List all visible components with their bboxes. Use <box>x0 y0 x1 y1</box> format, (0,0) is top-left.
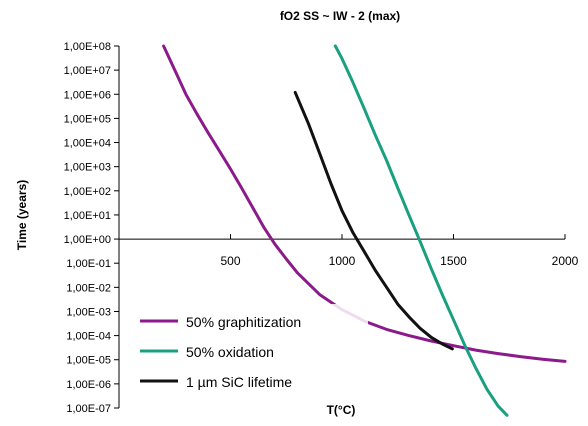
y-tick-label: 1,00E-05 <box>66 355 111 367</box>
x-tick-label: 2000 <box>552 254 579 268</box>
y-tick-label: 1,00E-06 <box>66 379 111 391</box>
y-tick-label: 1,00E+03 <box>64 162 111 174</box>
y-tick-label: 1,00E+07 <box>64 65 111 77</box>
y-tick-label: 1,00E+01 <box>64 210 111 222</box>
x-tick-label: 500 <box>220 254 240 268</box>
x-tick-label: 1500 <box>440 254 467 268</box>
chart-title: fO2 SS ~ IW - 2 (max) <box>280 9 400 23</box>
y-axis-label: Time (years) <box>15 180 29 250</box>
axes: 1,00E+08 1,00E+07 1,00E+06 1,00E+05 1,00E+04… <box>64 41 579 415</box>
legend: 50% graphitization 50% oxidation 1 µm Si… <box>128 304 368 400</box>
y-tick-label: 1,00E-02 <box>66 282 111 294</box>
series-line-oxidation <box>333 44 509 417</box>
y-tick-label: 1,00E+06 <box>64 89 111 101</box>
series-line-graphitization <box>162 44 567 363</box>
series-layer <box>162 44 567 417</box>
y-tick-label: 1,00E-01 <box>66 258 111 270</box>
legend-label-oxidation: 50% oxidation <box>186 344 274 360</box>
series-line-sic-lifetime <box>293 90 454 351</box>
y-tick-label: 1,00E-04 <box>66 331 111 343</box>
y-tick-label: 1,00E-03 <box>66 306 111 318</box>
y-tick-label: 1,00E+02 <box>64 186 111 198</box>
y-tick-label: 1,00E+05 <box>64 113 111 125</box>
y-tick-label: 1,00E+08 <box>64 41 111 53</box>
x-tick-label: 1000 <box>329 254 356 268</box>
y-tick-label: 1,00E+04 <box>64 138 111 150</box>
legend-label-graphitization: 50% graphitization <box>186 314 301 330</box>
y-tick-label: 1,00E-07 <box>66 403 111 415</box>
y-tick-label: 1,00E+00 <box>64 234 111 246</box>
legend-label-sic-lifetime: 1 µm SiC lifetime <box>186 374 292 390</box>
x-axis-label: T(°C) <box>327 403 356 417</box>
